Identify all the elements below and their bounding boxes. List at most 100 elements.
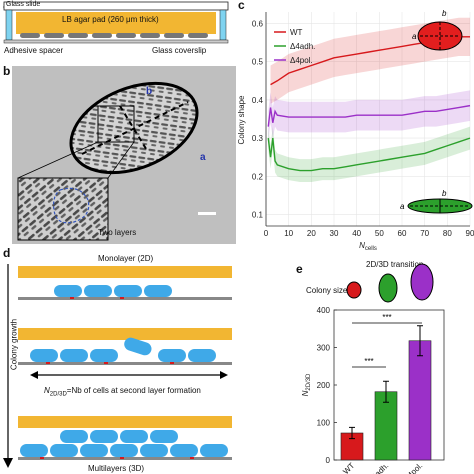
- c-ytick-label: 0.6: [252, 19, 264, 28]
- c-legend: WT Δ4adh. Δ4pol.: [274, 28, 315, 65]
- c-xtick-label: 0: [264, 229, 269, 238]
- two-layers-label: Two layers: [98, 228, 137, 237]
- cell: [124, 337, 152, 356]
- c-xlabel: Ncells: [359, 241, 377, 250]
- c-xtick-label: 90: [466, 229, 474, 238]
- scale-bar: [198, 212, 216, 215]
- c-line-series-1: [267, 137, 471, 172]
- glass-slide-label: Glass slide: [6, 1, 41, 8]
- sig-2: ***: [364, 357, 373, 366]
- c-ytick-label: 0.5: [252, 58, 264, 67]
- e-ytick-label: 400: [317, 306, 331, 315]
- cell: [114, 285, 142, 297]
- agar-layer: [18, 266, 232, 278]
- cell: [44, 33, 64, 38]
- multilayer-label: Multilayers (3D): [88, 464, 145, 473]
- colony-size-label: Colony size: [306, 286, 348, 295]
- cell: [90, 349, 118, 362]
- c-xtick-label: 70: [420, 229, 429, 238]
- inset-zoom: [17, 177, 109, 241]
- inset-bottom-a: a: [400, 202, 405, 211]
- c-ytick-label: 0.3: [252, 134, 264, 143]
- panel-d-label: d: [3, 246, 11, 260]
- panel-a-schematic: [3, 1, 229, 44]
- zoom-line: [107, 141, 135, 179]
- e-category-label-0: WT: [341, 461, 356, 474]
- cell: [92, 33, 112, 38]
- cell: [170, 444, 198, 457]
- cell: [120, 430, 148, 443]
- sig-1: ***: [382, 313, 391, 322]
- legend-pol: Δ4pol.: [290, 56, 313, 65]
- c-xtick-label: 80: [443, 229, 452, 238]
- n-definition-text: =Nb of cells at second layer formation: [66, 386, 201, 395]
- cell: [68, 33, 88, 38]
- adhesion: [170, 362, 174, 364]
- cell: [150, 430, 178, 443]
- glass-layer: [18, 362, 232, 365]
- e-bar-2: [408, 340, 432, 461]
- legend-wt: WT: [290, 28, 303, 37]
- cell: [20, 444, 48, 457]
- c-ytick-label: 0.1: [252, 211, 264, 220]
- n-definition: N2D/3D=Nb of cells at second layer forma…: [44, 386, 201, 398]
- e-ylabel: N2D/3D: [301, 373, 312, 396]
- n-symbol: N: [44, 386, 50, 395]
- coverslip: [3, 39, 229, 44]
- adhesion: [120, 297, 124, 299]
- panel-b-label: b: [3, 64, 11, 78]
- colony-shape-chart: 0.1 0.2 0.3 0.4 0.5 0.6 0 10 20 30 40 50 60 70 80 90 Co…: [237, 9, 474, 250]
- coverslip-label: Glass coverslip: [152, 46, 207, 55]
- inset-top-b: b: [442, 9, 447, 18]
- cell: [140, 33, 160, 38]
- size-icon-pol: [410, 263, 434, 301]
- c-band-series-1: [268, 126, 470, 183]
- cell: [90, 430, 118, 443]
- cell: [188, 33, 208, 38]
- cell: [158, 349, 186, 362]
- adhesion: [40, 457, 44, 459]
- cell: [116, 33, 136, 38]
- n-subscript: 2D/3D: [49, 391, 67, 398]
- glass-layer: [18, 297, 232, 300]
- c-band-series-2: [268, 90, 470, 142]
- adhesion: [70, 297, 74, 299]
- c-ytick-label: 0.2: [252, 172, 264, 181]
- c-xtick-label: 50: [375, 229, 384, 238]
- cell: [140, 444, 168, 457]
- growth-arrowhead: [3, 458, 13, 468]
- glass-layer: [18, 457, 232, 460]
- cell: [188, 349, 216, 362]
- two-layer-outline: [53, 187, 90, 224]
- cell: [84, 285, 112, 297]
- cell: [200, 444, 228, 457]
- cell: [110, 444, 138, 457]
- agar-pad: [16, 12, 216, 34]
- agar-layer: [18, 416, 232, 428]
- c-xtick-label: 40: [352, 229, 361, 238]
- spacer-label: Adhesive spacer: [4, 46, 64, 55]
- inset-top-a: a: [412, 32, 417, 41]
- n-arrowhead: [220, 371, 228, 379]
- panel-c-label: c: [238, 0, 245, 12]
- inset-bottom-b: b: [442, 189, 447, 198]
- c-xtick-label: 10: [284, 229, 293, 238]
- cell: [60, 349, 88, 362]
- cell: [144, 285, 172, 297]
- cell: [60, 430, 88, 443]
- c-xtick-label: 20: [307, 229, 316, 238]
- e-ytick-label: 300: [317, 344, 331, 353]
- e-category-label-1: Δ4adh.: [366, 461, 390, 474]
- c-line-series-2: [267, 104, 471, 127]
- e-ytick-label: 100: [317, 419, 331, 428]
- left-spacer: [5, 9, 13, 41]
- adhesion: [104, 362, 108, 364]
- zoom-line: [17, 141, 99, 179]
- agar-layer: [18, 328, 232, 340]
- size-icon-adh: [378, 273, 398, 303]
- major-axis: [81, 101, 189, 155]
- monolayer-label: Monolayer (2D): [98, 254, 154, 263]
- cell: [20, 33, 40, 38]
- adhesion: [120, 457, 124, 459]
